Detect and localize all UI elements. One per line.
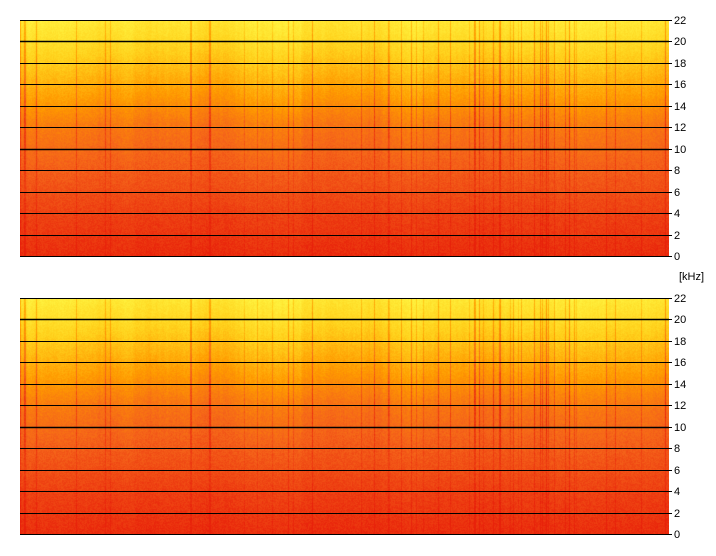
tick-mark (669, 127, 672, 128)
tick-mark (669, 384, 672, 385)
frequency-gridlines (20, 20, 669, 257)
tick-mark (669, 448, 672, 449)
tick-label-6: 6 (674, 464, 681, 477)
tick-label-22: 22 (674, 292, 687, 305)
tick-mark (669, 170, 672, 171)
tick-label-4: 4 (674, 207, 681, 220)
tick-label-14: 14 (674, 378, 687, 391)
tick-label-8: 8 (674, 442, 681, 455)
tick-label-18: 18 (674, 57, 687, 70)
tick-mark (669, 192, 672, 193)
tick-label-10: 10 (674, 421, 687, 434)
tick-mark (669, 491, 672, 492)
tick-mark (669, 149, 672, 150)
tick-label-6: 6 (674, 186, 681, 199)
tick-mark (669, 362, 672, 363)
tick-mark (669, 534, 672, 535)
spectrogram-image (20, 298, 669, 535)
tick-label-2: 2 (674, 229, 681, 242)
tick-mark (669, 106, 672, 107)
tick-mark (669, 298, 672, 299)
tick-mark (669, 20, 672, 21)
frequency-gridlines (20, 298, 669, 535)
tick-label-0: 0 (674, 250, 681, 263)
tick-label-14: 14 (674, 100, 687, 113)
tick-label-12: 12 (674, 121, 687, 134)
frequency-axis: 22 20 18 16 14 12 10 8 6 4 2 0 (669, 15, 710, 263)
tick-mark (669, 213, 672, 214)
tick-label-20: 20 (674, 35, 687, 48)
tick-label-16: 16 (674, 78, 687, 91)
tick-label-10: 10 (674, 143, 687, 156)
tick-label-4: 4 (674, 485, 681, 498)
tick-label-0: 0 (674, 528, 681, 541)
tick-mark (669, 256, 672, 257)
tick-mark (669, 513, 672, 514)
tick-label-18: 18 (674, 335, 687, 348)
spectrogram-channel-2: 22 20 18 16 14 12 10 8 6 4 2 0 (20, 293, 710, 541)
frequency-axis: 22 20 18 16 14 12 10 8 6 4 2 0 (669, 293, 710, 541)
frequency-unit-label: [kHz] (679, 271, 705, 283)
tick-mark (669, 470, 672, 471)
tick-mark (669, 341, 672, 342)
tick-mark (669, 41, 672, 42)
tick-label-2: 2 (674, 507, 681, 520)
tick-mark (669, 405, 672, 406)
spectrogram-channel-1: 22 20 18 16 14 12 10 8 6 4 2 0 (20, 15, 710, 263)
spectrogram-image (20, 20, 669, 257)
tick-mark (669, 427, 672, 428)
tick-mark (669, 63, 672, 64)
tick-label-16: 16 (674, 356, 687, 369)
tick-label-22: 22 (674, 14, 687, 27)
tick-mark (669, 84, 672, 85)
tick-mark (669, 235, 672, 236)
tick-label-12: 12 (674, 399, 687, 412)
tick-label-20: 20 (674, 313, 687, 326)
tick-mark (669, 319, 672, 320)
tick-label-8: 8 (674, 164, 681, 177)
